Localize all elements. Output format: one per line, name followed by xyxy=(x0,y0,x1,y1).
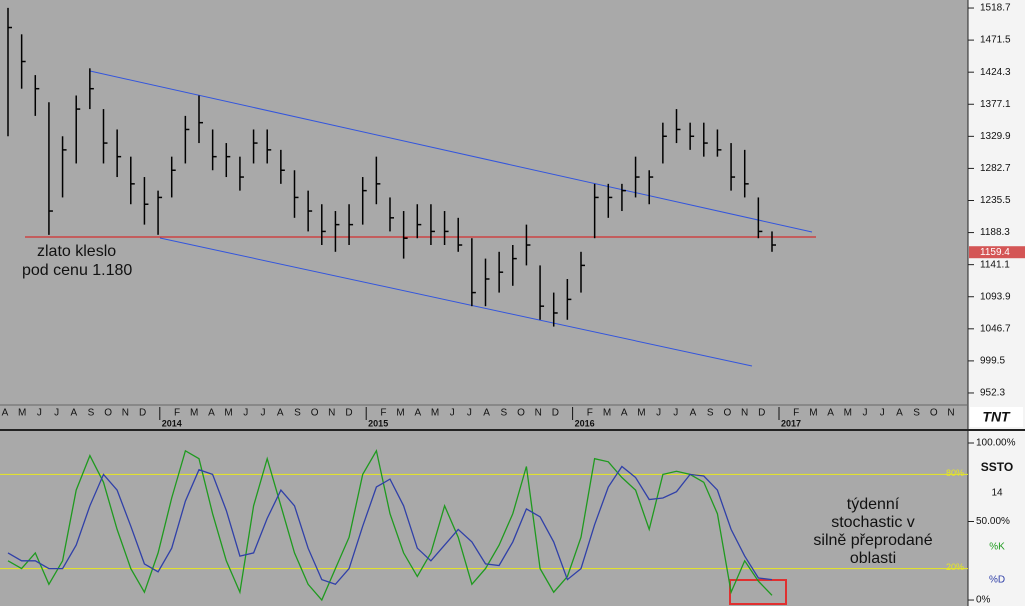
logo: TNT xyxy=(970,407,1023,427)
highlight-box xyxy=(729,579,787,605)
y-tick-label: 1377.1 xyxy=(980,99,1011,110)
month-label: O xyxy=(517,408,525,419)
month-label: N xyxy=(535,408,542,419)
level-label: 80% xyxy=(946,468,964,478)
year-label: 2015 xyxy=(368,418,388,428)
month-label: D xyxy=(139,408,146,419)
month-label: A xyxy=(690,408,697,419)
y-tick-label: 1471.5 xyxy=(980,35,1011,46)
annotation: oblasti xyxy=(850,550,896,567)
month-label: J xyxy=(261,408,266,419)
month-label: A xyxy=(70,408,77,419)
year-label: 2014 xyxy=(162,418,182,428)
month-label: N xyxy=(741,408,748,419)
y-tick-label: 999.5 xyxy=(980,356,1005,367)
price-axis-bg xyxy=(968,0,1025,606)
month-label: M xyxy=(637,408,645,419)
annotation: silně přeprodané xyxy=(813,532,932,549)
y-tick-label: 1046.7 xyxy=(980,323,1011,334)
month-label: D xyxy=(345,408,352,419)
month-label: S xyxy=(88,408,95,419)
annotation: týdenní xyxy=(847,496,900,513)
y-tick-label: 1141.1 xyxy=(980,259,1010,270)
month-label: M xyxy=(396,408,404,419)
y-tick-label: 1282.7 xyxy=(980,163,1011,174)
legend-entry: %D xyxy=(989,575,1005,586)
y-tick-label: 0% xyxy=(976,595,991,606)
month-label: A xyxy=(621,408,628,419)
month-label: A xyxy=(414,408,421,419)
month-label: S xyxy=(913,408,920,419)
month-label: M xyxy=(18,408,26,419)
month-label: M xyxy=(190,408,198,419)
annotation: pod cenu 1.180 xyxy=(22,262,132,279)
month-label: M xyxy=(224,408,232,419)
month-label: O xyxy=(930,408,938,419)
month-label: A xyxy=(208,408,215,419)
month-label: J xyxy=(450,408,455,419)
y-tick-label: 1518.7 xyxy=(980,3,1011,14)
month-label: F xyxy=(380,408,386,419)
month-label: N xyxy=(947,408,954,419)
month-label: F xyxy=(587,408,593,419)
month-label: J xyxy=(37,408,42,419)
month-label: M xyxy=(809,408,817,419)
year-label: 2016 xyxy=(575,418,595,428)
month-label: J xyxy=(243,408,248,419)
annotation: stochastic v xyxy=(831,514,915,531)
y-tick-label: 50.00% xyxy=(976,516,1010,527)
month-label: D xyxy=(552,408,559,419)
month-label: J xyxy=(467,408,472,419)
trend-line-lower xyxy=(159,237,753,367)
last-price-label: 1159.4 xyxy=(980,247,1010,258)
month-label: M xyxy=(603,408,611,419)
annotation: zlato kleslo xyxy=(37,243,116,260)
month-label: D xyxy=(758,408,765,419)
svg-text:TNT: TNT xyxy=(982,409,1011,425)
month-label: O xyxy=(724,408,732,419)
month-label: J xyxy=(880,408,885,419)
month-label: F xyxy=(793,408,799,419)
month-label: J xyxy=(673,408,678,419)
month-label: J xyxy=(656,408,661,419)
month-label: A xyxy=(483,408,490,419)
month-label: A xyxy=(277,408,284,419)
indicator-line xyxy=(7,449,773,602)
month-label: F xyxy=(174,408,180,419)
month-label: M xyxy=(431,408,439,419)
month-label: N xyxy=(122,408,129,419)
indicator-line xyxy=(7,465,773,586)
month-label: O xyxy=(311,408,319,419)
level-label: 20% xyxy=(946,562,964,572)
trend-line-upper xyxy=(89,70,813,233)
y-tick-label: 1235.5 xyxy=(980,195,1011,206)
month-label: J xyxy=(863,408,868,419)
y-tick-label: 1188.3 xyxy=(980,227,1010,238)
legend-entry: %K xyxy=(989,542,1005,553)
month-label: J xyxy=(54,408,59,419)
last-price-box xyxy=(969,246,1025,259)
indicator-period: 14 xyxy=(991,488,1003,499)
month-label: A xyxy=(896,408,903,419)
y-tick-label: 100.00% xyxy=(976,438,1016,449)
month-label: S xyxy=(707,408,714,419)
y-tick-label: 952.3 xyxy=(980,388,1005,399)
month-label: N xyxy=(328,408,335,419)
month-label: O xyxy=(104,408,112,419)
month-label: A xyxy=(2,408,9,419)
y-tick-label: 1424.3 xyxy=(980,67,1011,78)
y-tick-label: 1093.9 xyxy=(980,291,1011,302)
month-label: M xyxy=(844,408,852,419)
month-label: A xyxy=(827,408,834,419)
indicator-name: SSTO xyxy=(981,460,1013,474)
year-label: 2017 xyxy=(781,418,801,428)
month-label: S xyxy=(294,408,301,419)
month-label: S xyxy=(500,408,507,419)
y-tick-label: 1329.9 xyxy=(980,131,1011,142)
